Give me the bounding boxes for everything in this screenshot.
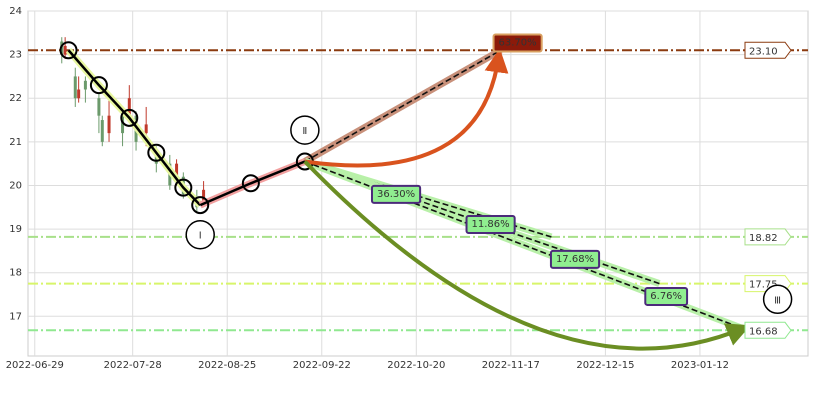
y-tick-label: 23 [9,50,22,61]
y-tick-label: 24 [9,6,22,17]
wave-point [59,41,78,60]
candle-body [107,115,111,134]
candle-body [63,45,67,55]
x-tick-label: 2022-07-28 [104,360,162,371]
projection-line [304,160,552,238]
wave-label-ring [185,219,215,250]
x-tick-label: 2022-12-15 [576,360,634,371]
candle-body [202,189,206,203]
wave-point [241,174,260,193]
wave-label-ring [762,284,793,315]
y-tick-label: 19 [9,224,22,235]
candle-body [175,163,179,177]
level-label: 16.68 [749,326,778,337]
y-tick-label: 20 [9,180,22,191]
candle-body [73,76,77,99]
y-tick-label: 21 [9,137,22,148]
projection-line [304,160,748,332]
wave-point [174,178,193,197]
level-label: 17.75 [749,280,778,291]
level-label: 18.82 [749,233,778,244]
annotation-box [465,214,516,234]
wave-point [191,196,210,215]
y-tick-label: 22 [9,93,22,104]
annotation-box [370,184,422,204]
wave-label: Ⅱ [302,126,307,137]
level-tag [744,228,792,246]
candle-body [77,89,81,99]
x-tick-label: 2022-06-29 [6,360,64,371]
x-tick-label: 2022-09-22 [293,360,351,371]
level-tag [744,41,792,59]
y-tick-label: 18 [9,268,22,279]
projection-line [304,49,502,163]
candle-body [144,124,148,134]
curve-arrow [303,160,751,351]
candle-body [121,115,125,134]
annotation-box [644,286,689,306]
wave-label: Ⅰ [199,231,202,242]
wave-point [147,143,166,162]
x-tick-label: 2022-08-25 [198,360,256,371]
x-tick-label: 2022-11-17 [482,360,540,371]
wave-label: Ⅲ [774,295,781,306]
annotation-box [549,249,601,269]
annotation: 6.76% [650,291,682,302]
wave-point [120,108,139,127]
annotation-box [492,33,543,53]
level-label: 23.10 [749,46,778,57]
annotation: 36.30% [377,189,415,200]
level-tag [744,321,792,339]
x-tick-label: 2022-10-20 [387,360,445,371]
wave-line-2 [199,160,306,207]
candle-body [97,98,101,116]
wave-label-ring [290,115,320,145]
candle-body [83,80,87,90]
wave-point [89,76,108,95]
annotation: 17.68% [556,254,594,265]
x-tick-label: 2023-01-12 [671,360,729,371]
y-tick-label: 17 [9,311,22,322]
plot-frame [27,10,809,357]
annotation: 63.70% [499,38,537,49]
candle-body [127,98,131,116]
annotation: 11.86% [472,219,510,230]
candle-body [100,120,104,142]
curve-arrow [304,48,509,168]
